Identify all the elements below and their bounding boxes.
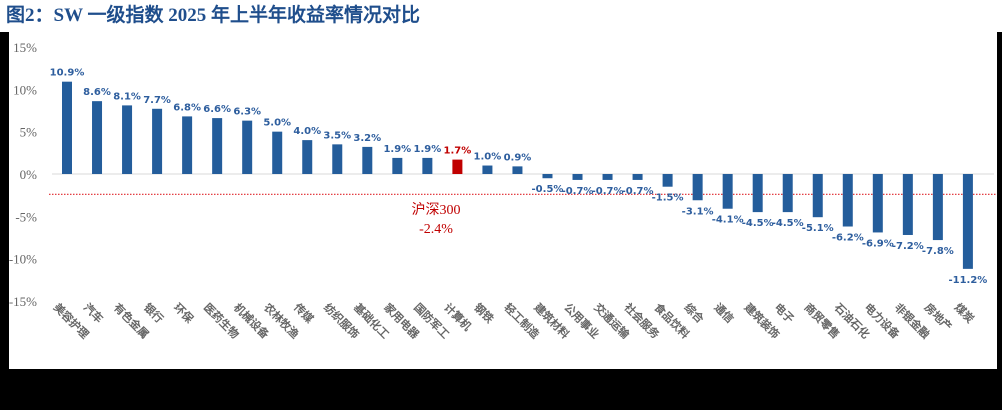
- bar: [422, 157, 433, 174]
- bar: [212, 118, 223, 174]
- value-label: 0.9%: [504, 152, 532, 163]
- chart-title: 图2：SW 一级指数 2025 年上半年收益率情况对比: [4, 3, 426, 29]
- value-label: 5.0%: [263, 118, 291, 129]
- bar: [932, 174, 943, 241]
- y-tick-label: 15%: [13, 40, 37, 55]
- value-label: -0.7%: [562, 186, 594, 197]
- bar: [572, 174, 583, 180]
- value-label: -7.8%: [922, 246, 954, 257]
- bar-chart: 15%10%5%0%-5%-10%-15% 10.9%8.6% 8.1% 7.7%6…: [9, 40, 997, 342]
- value-label: -4.5%: [742, 218, 774, 229]
- bar: [302, 140, 313, 174]
- bar: [122, 105, 133, 174]
- value-label: 6.8%: [173, 102, 201, 113]
- category-label: 综合: [682, 300, 708, 326]
- y-axis: 15% 10% 5% 0% -5% -10% -15%: [9, 40, 37, 309]
- chart-frame: 15% 10% 5% 0% -5% -10% -15% 10.9% 8.6% 8.1% 7.7% 6…: [9, 32, 997, 369]
- value-label: -11.2%: [948, 275, 987, 286]
- bar: [752, 174, 763, 213]
- bar: [452, 159, 463, 174]
- bar: [812, 174, 823, 218]
- bar: [872, 174, 883, 233]
- category-label: 钢铁: [471, 300, 496, 325]
- bar: [962, 174, 973, 269]
- bar: [782, 174, 793, 213]
- bar: [842, 174, 853, 227]
- bar: [392, 157, 403, 174]
- bar: [62, 81, 72, 174]
- bar: [542, 174, 553, 179]
- bar: [152, 108, 163, 174]
- category-label: 电子: [772, 300, 797, 325]
- bar: [902, 174, 913, 235]
- bar: [512, 166, 523, 174]
- bar: [242, 120, 253, 174]
- category-label: 通信: [712, 300, 737, 325]
- benchmark-name: 沪深300: [412, 202, 461, 218]
- value-label: 8.6%: [83, 87, 111, 98]
- category-label: 传媒: [290, 300, 317, 327]
- value-label: -0.7%: [622, 186, 654, 197]
- value-label: -4.5%: [772, 218, 804, 229]
- category-label: 汽车: [81, 300, 106, 325]
- bars-group: [62, 81, 973, 269]
- value-label: -6.9%: [862, 238, 894, 249]
- benchmark-value: -2.4%: [419, 222, 453, 237]
- value-label: 1.9%: [383, 144, 411, 155]
- value-label: 8.1%: [113, 91, 141, 102]
- value-labels: 10.9% 8.6% 8.1% 7.7%6.8% 6.6% 6.3%5.0%4.0% 3.5…: [50, 68, 988, 286]
- value-label: -0.5%: [532, 184, 564, 195]
- y-tick-label: -10%: [9, 252, 37, 267]
- bar: [332, 144, 343, 174]
- value-label: 7.7%: [143, 95, 171, 106]
- bar: [602, 174, 613, 180]
- value-label: -3.1%: [682, 206, 714, 217]
- value-label: -0.7%: [592, 186, 624, 197]
- bar: [182, 116, 193, 174]
- bar: [692, 174, 703, 201]
- y-tick-label: -5%: [15, 209, 37, 224]
- bar: [362, 146, 373, 174]
- value-label: -4.1%: [712, 215, 744, 226]
- category-label: 银行: [141, 300, 166, 325]
- value-label: 6.3%: [233, 107, 261, 118]
- y-tick-label: 10%: [13, 82, 37, 97]
- bar: [722, 174, 733, 209]
- bar: [632, 174, 643, 180]
- value-label: 10.9%: [50, 68, 85, 79]
- value-label: -5.1%: [802, 223, 834, 234]
- bar: [272, 131, 283, 174]
- value-label: 3.5%: [323, 130, 351, 141]
- y-tick-label: 5%: [20, 125, 38, 140]
- value-label: -1.5%: [652, 193, 684, 204]
- value-label: 6.6%: [203, 104, 231, 115]
- value-label: 1.9%: [413, 144, 441, 155]
- bar: [92, 101, 103, 174]
- value-label: 4.0%: [293, 126, 321, 137]
- y-tick-label: -15%: [9, 294, 37, 309]
- value-label: 1.0%: [474, 152, 502, 163]
- value-label: -7.2%: [892, 241, 924, 252]
- value-label: 3.2%: [353, 133, 381, 144]
- bar: [482, 165, 493, 174]
- y-tick-label: 0%: [20, 167, 38, 182]
- bar: [662, 174, 673, 187]
- value-label: -6.2%: [832, 233, 864, 244]
- category-label: 煤炭: [952, 300, 977, 325]
- value-label: 1.7%: [444, 146, 472, 157]
- category-label: 环保: [171, 300, 197, 326]
